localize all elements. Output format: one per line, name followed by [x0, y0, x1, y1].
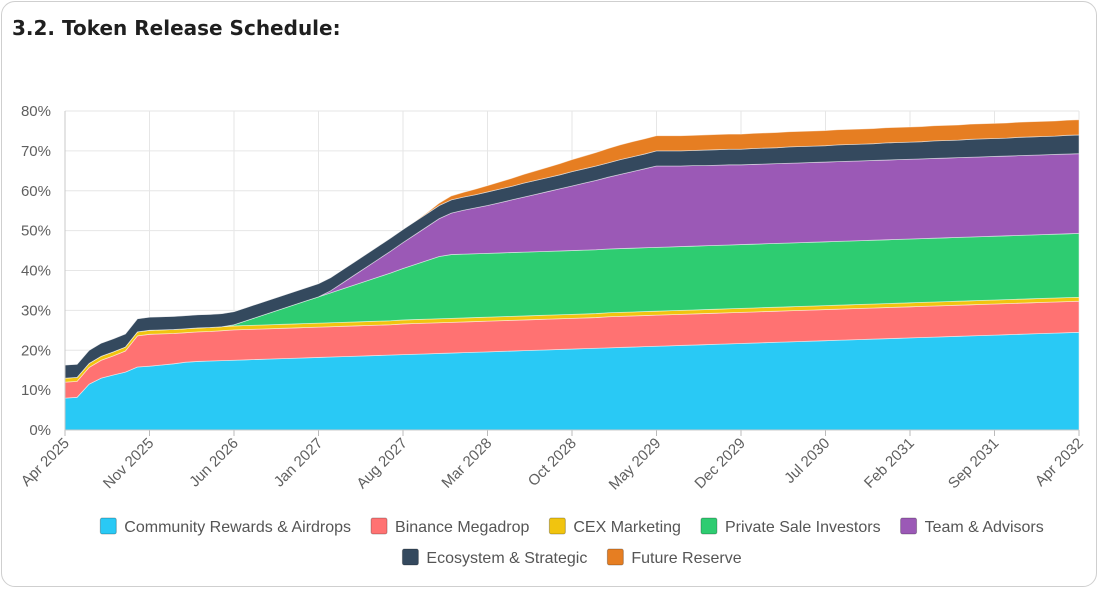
legend-swatch: [548, 517, 566, 535]
x-tick-label: Apr 2025: [18, 435, 73, 490]
x-tick-label: May 2029: [606, 435, 665, 494]
legend-label: Ecosystem & Strategic: [426, 550, 587, 567]
y-tick-label: 20%: [21, 342, 51, 359]
x-tick-label: Jul 2030: [781, 435, 833, 487]
legend-swatch: [99, 517, 117, 535]
y-tick-label: 0%: [29, 422, 51, 439]
x-tick-label: Feb 2031: [861, 435, 918, 492]
legend-swatch: [900, 517, 918, 535]
area-future-reserve[interactable]: [64, 119, 1080, 366]
legend-item-cex-marketing[interactable]: CEX Marketing: [548, 517, 681, 536]
x-tick-label: Sep 2031: [945, 435, 1002, 492]
y-tick-label: 50%: [21, 223, 51, 240]
legend-swatch: [401, 548, 419, 566]
x-tick-label: Apr 2032: [1032, 435, 1087, 490]
legend-swatch: [700, 517, 718, 535]
legend-item-binance-megadrop[interactable]: Binance Megadrop: [370, 517, 529, 536]
x-tick-label: Jun 2026: [186, 435, 242, 491]
legend-item-team-and-advisors[interactable]: Team & Advisors: [900, 517, 1044, 536]
legend-label: Binance Megadrop: [395, 519, 529, 536]
y-tick-label: 40%: [21, 263, 51, 280]
legend-label: Future Reserve: [631, 550, 741, 567]
x-tick-label: Jan 2027: [271, 435, 327, 491]
chart-title: 3.2. Token Release Schedule:: [12, 16, 341, 40]
legend-label: Team & Advisors: [925, 519, 1044, 536]
x-tick-label: Dec 2029: [691, 435, 748, 492]
legend-swatch: [370, 517, 388, 535]
legend-row: Community Rewards & Airdrops Binance Mega…: [99, 517, 1044, 536]
legend-item-private-sale-investors[interactable]: Private Sale Investors: [700, 517, 881, 536]
x-tick-label: Mar 2028: [438, 435, 495, 492]
legend-label: Community Rewards & Airdrops: [124, 519, 351, 536]
x-tick-label: Oct 2028: [525, 435, 580, 490]
legend-item-community-rewards-and-airdrops[interactable]: Community Rewards & Airdrops: [99, 517, 351, 536]
legend-row: Ecosystem & Strategic Future Reserve: [401, 548, 742, 567]
x-tick-label: Aug 2027: [353, 435, 410, 492]
y-tick-label: 60%: [21, 183, 51, 200]
y-tick-label: 10%: [21, 382, 51, 399]
legend-label: Private Sale Investors: [725, 519, 881, 536]
y-tick-label: 80%: [21, 103, 51, 120]
legend-swatch: [606, 548, 624, 566]
x-tick-label: Nov 2025: [100, 435, 157, 492]
y-tick-label: 70%: [21, 143, 51, 160]
legend: Community Rewards & Airdrops Binance Mega…: [99, 517, 1044, 567]
legend-item-ecosystem-and-strategic[interactable]: Ecosystem & Strategic: [401, 548, 587, 567]
y-tick-label: 30%: [21, 302, 51, 319]
legend-item-future-reserve[interactable]: Future Reserve: [606, 548, 742, 567]
area-series: [64, 119, 1080, 431]
legend-label: CEX Marketing: [573, 519, 681, 536]
